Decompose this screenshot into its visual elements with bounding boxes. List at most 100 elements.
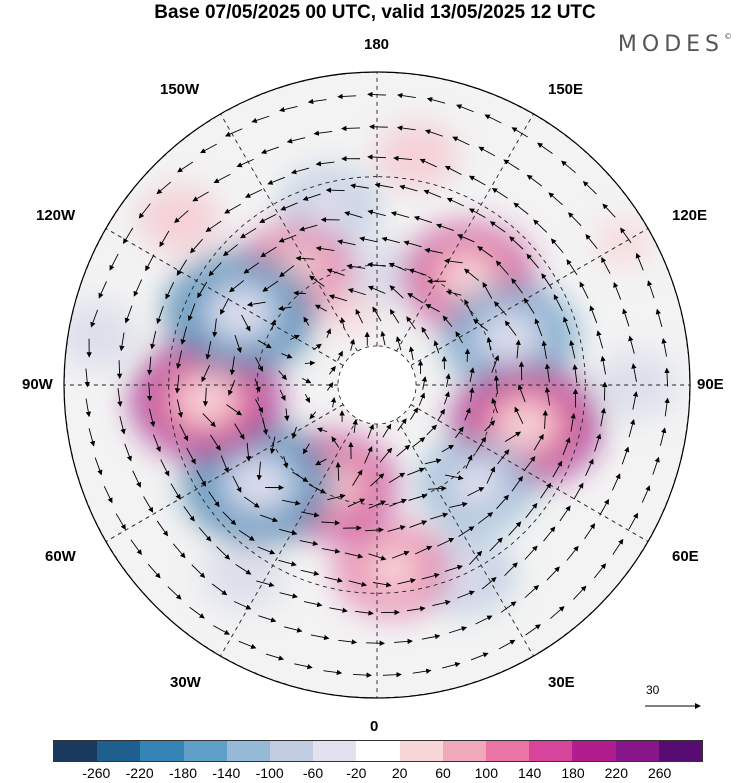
wind-arrow bbox=[238, 529, 255, 541]
wind-arrow bbox=[278, 234, 297, 243]
wind-arrow bbox=[468, 175, 486, 186]
wind-arrow bbox=[628, 512, 638, 530]
wind-arrow bbox=[365, 527, 384, 533]
wind-arrow bbox=[344, 211, 363, 219]
colorbar-tick-label: -180 bbox=[168, 765, 198, 781]
wind-arrow bbox=[457, 234, 475, 243]
wind-arrow bbox=[393, 155, 412, 162]
wind-arrow bbox=[304, 360, 316, 366]
reference-vector-label: 30 bbox=[646, 683, 660, 697]
wind-arrow bbox=[443, 258, 463, 264]
wind-arrow bbox=[546, 566, 560, 581]
wind-arrow bbox=[534, 318, 543, 337]
wind-arrow bbox=[202, 413, 216, 428]
wind-arrow bbox=[441, 444, 455, 453]
brand-text: MODES bbox=[617, 32, 724, 57]
wind-arrow bbox=[277, 305, 292, 311]
wind-arrow bbox=[526, 253, 539, 269]
colorbar-swatch bbox=[140, 741, 184, 761]
wind-arrow bbox=[399, 184, 418, 192]
wind-arrow bbox=[628, 335, 635, 354]
wind-arrow bbox=[409, 493, 428, 501]
wind-arrow bbox=[279, 528, 298, 536]
wind-arrow bbox=[335, 461, 341, 481]
wind-arrow bbox=[664, 367, 670, 387]
wind-arrow bbox=[368, 500, 387, 509]
wind-arrow bbox=[552, 460, 563, 478]
wind-arrow bbox=[413, 215, 433, 223]
wind-arrow bbox=[457, 590, 475, 599]
wind-arrow bbox=[278, 370, 287, 381]
wind-arrow bbox=[355, 308, 364, 324]
wind-arrow bbox=[421, 633, 441, 640]
wind-arrow bbox=[167, 586, 182, 600]
wind-arrow bbox=[570, 413, 576, 432]
anomaly-blob bbox=[302, 184, 357, 228]
wind-arrow bbox=[379, 447, 393, 463]
wind-arrow bbox=[220, 455, 229, 474]
wind-arrow bbox=[307, 98, 327, 105]
wind-arrow bbox=[585, 458, 594, 477]
wind-arrow bbox=[537, 142, 553, 154]
wind-arrow bbox=[452, 136, 470, 146]
wind-arrow bbox=[284, 408, 290, 422]
wind-arrow bbox=[174, 210, 189, 224]
wind-arrow bbox=[205, 220, 222, 232]
wind-arrow bbox=[159, 230, 170, 248]
wind-arrow bbox=[348, 580, 368, 587]
wind-arrow bbox=[389, 498, 407, 507]
wind-arrow bbox=[156, 520, 169, 537]
modes-logo: MODES© bbox=[618, 32, 732, 57]
wind-arrow bbox=[397, 92, 416, 99]
wind-arrow bbox=[544, 363, 551, 383]
wind-arrow bbox=[98, 281, 107, 299]
wind-arrow bbox=[337, 93, 357, 100]
anomaly-blob bbox=[69, 313, 124, 358]
anomaly-blob bbox=[366, 547, 421, 592]
wind-arrow bbox=[388, 262, 407, 271]
lon-label-60w: 60W bbox=[45, 548, 76, 565]
wind-arrow bbox=[484, 114, 502, 124]
colorbar-swatch bbox=[399, 741, 443, 761]
wind-arrow bbox=[183, 505, 195, 522]
wind-arrow bbox=[160, 459, 170, 477]
wind-arrow bbox=[491, 354, 500, 373]
wind-arrow bbox=[352, 419, 358, 433]
map-title: Base 07/05/2025 00 UTC, valid 13/05/2025… bbox=[154, 2, 596, 23]
wind-arrow bbox=[408, 268, 427, 276]
wind-arrow bbox=[196, 470, 206, 487]
wind-arrow bbox=[579, 281, 589, 299]
wind-arrow bbox=[233, 601, 252, 610]
wind-arrow bbox=[572, 364, 578, 383]
wind-arrow bbox=[426, 97, 446, 104]
wind-arrow bbox=[326, 268, 345, 276]
wind-arrow bbox=[489, 221, 506, 233]
wind-arrow bbox=[257, 339, 272, 349]
wind-arrow bbox=[612, 538, 624, 555]
wind-arrow bbox=[279, 389, 286, 402]
wind-arrow bbox=[236, 158, 254, 168]
wind-arrow bbox=[353, 672, 372, 678]
wind-arrow bbox=[432, 599, 451, 606]
wind-arrow bbox=[388, 472, 406, 484]
wind-arrow bbox=[262, 280, 279, 292]
wind-arrow bbox=[380, 330, 386, 346]
lon-label-120e: 120E bbox=[672, 207, 708, 224]
wind-arrow bbox=[303, 601, 323, 608]
wind-arrow bbox=[444, 564, 463, 572]
wind-arrow bbox=[176, 399, 183, 418]
wind-arrow bbox=[338, 639, 358, 645]
anomaly-blob bbox=[152, 197, 207, 241]
wind-arrow bbox=[495, 260, 509, 275]
wind-arrow bbox=[176, 350, 183, 369]
wind-arrow bbox=[367, 154, 387, 160]
colorbar-tick-label: -60 bbox=[302, 765, 324, 781]
wind-arrow bbox=[267, 176, 286, 185]
wind-arrow bbox=[180, 326, 188, 345]
wind-arrow bbox=[346, 263, 366, 270]
wind-arrow bbox=[85, 398, 92, 418]
wind-arrow bbox=[222, 244, 239, 257]
wind-arrow bbox=[632, 391, 639, 410]
wind-arrow bbox=[523, 456, 536, 472]
